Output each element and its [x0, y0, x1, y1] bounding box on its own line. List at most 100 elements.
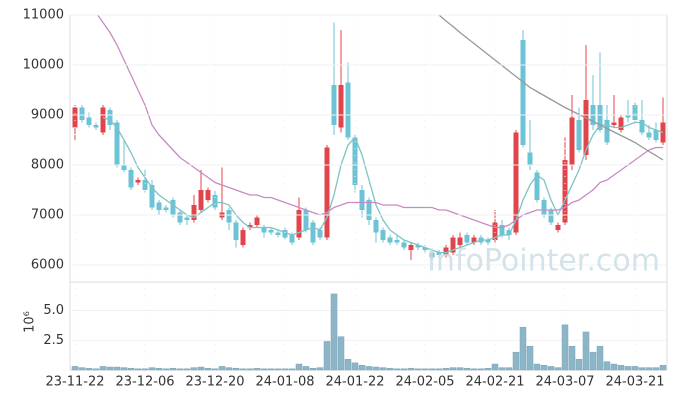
volume-bar: [190, 367, 198, 371]
candle-body: [394, 240, 400, 243]
candle-body: [541, 200, 547, 215]
y-tick-label: 5.0: [43, 303, 64, 318]
candle-body: [422, 247, 428, 250]
candle-body: [212, 195, 218, 208]
candle-body: [387, 237, 393, 243]
candle-body: [576, 120, 582, 150]
volume-bar: [617, 364, 625, 371]
volume-bar: [120, 367, 128, 371]
y-tick-label: 9000: [31, 108, 64, 123]
candle-body: [429, 252, 435, 258]
candle-body: [611, 122, 617, 125]
volume-bar: [113, 366, 121, 371]
candle-body: [506, 230, 512, 235]
volume-bar: [337, 336, 345, 371]
volume-bar: [421, 368, 429, 371]
candle-body: [436, 252, 442, 255]
volume-bar: [435, 368, 443, 371]
candle-body: [163, 207, 169, 210]
volume-bar: [211, 368, 219, 371]
volume-bar: [610, 363, 618, 371]
candle-body: [317, 230, 323, 238]
volume-bar: [512, 351, 520, 371]
candle-body: [464, 235, 470, 243]
x-tick-label: 24-02-21: [465, 375, 524, 390]
volume-bar: [274, 368, 282, 371]
candle-body: [324, 147, 330, 238]
volume-bar: [351, 362, 359, 371]
volume-bar: [162, 368, 170, 371]
x-tick-label: 24-01-08: [255, 375, 314, 390]
volume-bar: [358, 364, 366, 371]
volume-bar: [554, 367, 562, 371]
volume-bar: [456, 367, 464, 371]
candle-body: [520, 40, 526, 145]
candle-body: [107, 110, 113, 125]
candle-body: [380, 230, 386, 240]
candle-body: [639, 120, 645, 133]
candle-body: [128, 170, 134, 188]
candle-body: [359, 190, 365, 210]
volume-bar: [393, 368, 401, 371]
candle-body: [583, 100, 589, 155]
candle-body: [233, 222, 239, 240]
volume-bar: [379, 367, 387, 371]
y-tick-label: 6000: [31, 258, 64, 273]
candle-body: [205, 190, 211, 200]
volume-bar: [197, 366, 205, 371]
volume-bar: [183, 368, 191, 371]
volume-bar: [225, 367, 233, 371]
candle-body: [86, 117, 92, 125]
y-tick-label: 10000: [23, 58, 64, 73]
volume-bar: [134, 368, 142, 371]
volume-bar: [484, 367, 492, 371]
moving-average-line: [438, 15, 664, 161]
volume-bar: [302, 366, 310, 371]
volume-bar: [316, 367, 324, 371]
candle-body: [247, 225, 253, 228]
candle-body: [534, 172, 540, 200]
x-tick-label: 23-11-22: [45, 375, 104, 390]
candle-body: [261, 227, 267, 233]
volume-bar: [85, 367, 93, 371]
volume-bar: [603, 361, 611, 371]
candle-body: [485, 240, 491, 243]
candle-body: [555, 225, 561, 230]
volume-bar: [652, 367, 660, 371]
volume-bar: [288, 368, 296, 371]
candle-body: [254, 217, 260, 225]
volume-bar: [232, 367, 240, 371]
volume-bar: [295, 363, 303, 371]
y-tick-label: 11000: [23, 8, 64, 23]
volume-bar: [589, 351, 597, 371]
candle-body: [282, 230, 288, 238]
volume-bar: [127, 367, 135, 371]
volume-bar: [638, 367, 646, 371]
volume-bar: [141, 368, 149, 371]
volume-bar: [92, 368, 100, 371]
volume-bar: [659, 364, 667, 371]
volume-bar: [253, 367, 261, 371]
volume-panel: [69, 281, 668, 371]
candle-body: [415, 245, 421, 248]
volume-bar: [526, 345, 534, 371]
volume-bar: [631, 366, 639, 371]
volume-bar: [372, 366, 380, 371]
volume-bar: [491, 363, 499, 371]
volume-bar: [169, 367, 177, 371]
candle-body: [373, 220, 379, 233]
volume-bar: [176, 368, 184, 371]
candle-body: [184, 217, 190, 220]
candle-body: [646, 132, 652, 138]
volume-bar: [645, 367, 653, 371]
candle-body: [443, 247, 449, 255]
candle-body: [548, 210, 554, 223]
candle-body: [114, 122, 120, 165]
moving-average-line: [102, 116, 664, 254]
candle-body: [289, 235, 295, 243]
candle-body: [569, 117, 575, 165]
volume-bar: [470, 368, 478, 371]
candle-body: [471, 237, 477, 243]
candle-body: [457, 237, 463, 245]
candle-body: [93, 125, 99, 128]
